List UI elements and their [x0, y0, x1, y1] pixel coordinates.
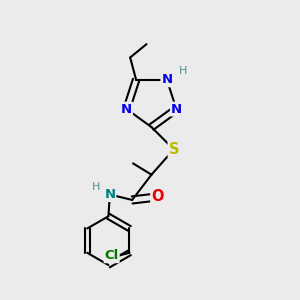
Text: Cl: Cl [104, 249, 119, 262]
Text: O: O [151, 190, 164, 205]
Text: N: N [161, 73, 172, 86]
Text: N: N [104, 188, 116, 201]
Text: N: N [121, 103, 132, 116]
Text: S: S [169, 142, 179, 157]
Text: H: H [179, 66, 188, 76]
Text: N: N [171, 103, 182, 116]
Text: H: H [92, 182, 100, 192]
